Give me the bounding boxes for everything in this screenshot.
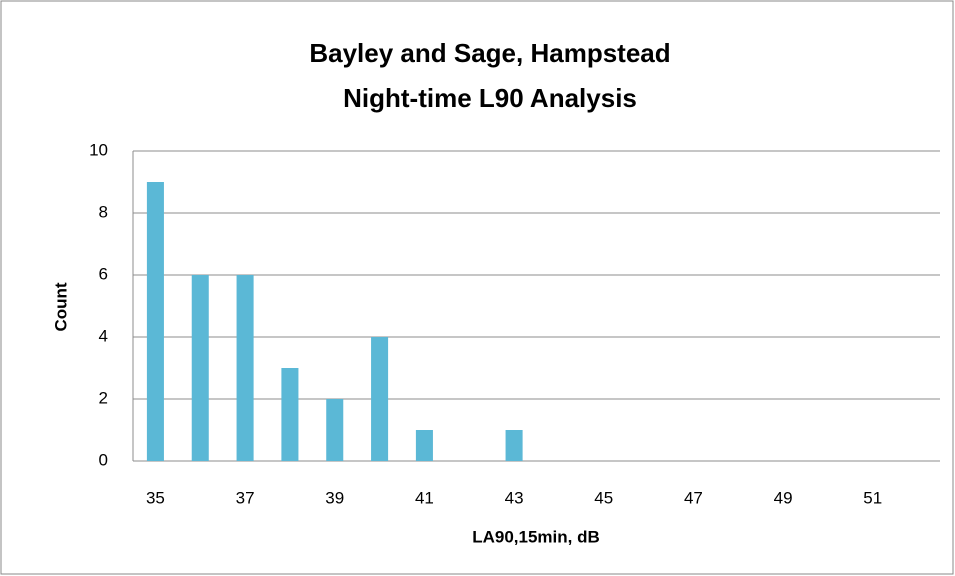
bar bbox=[326, 399, 344, 461]
bar bbox=[281, 368, 299, 461]
x-tick-label: 51 bbox=[863, 488, 882, 507]
x-axis-title: LA90,15min, dB bbox=[472, 527, 600, 546]
x-tick-label: 41 bbox=[415, 488, 434, 507]
bar bbox=[505, 430, 523, 461]
y-tick-label: 2 bbox=[99, 388, 108, 407]
bar bbox=[371, 337, 389, 461]
bar bbox=[146, 182, 164, 461]
bar bbox=[191, 275, 209, 461]
x-tick-label: 37 bbox=[236, 488, 255, 507]
chart-title: Bayley and Sage, Hampstead bbox=[309, 38, 670, 68]
y-tick-label: 8 bbox=[99, 202, 108, 221]
y-tick-label: 4 bbox=[99, 326, 108, 345]
x-tick-label: 49 bbox=[774, 488, 793, 507]
y-tick-label: 0 bbox=[99, 450, 108, 469]
x-tick-label: 39 bbox=[325, 488, 344, 507]
x-tick-label: 45 bbox=[594, 488, 613, 507]
y-tick-label: 10 bbox=[89, 140, 108, 159]
chart-title: Night-time L90 Analysis bbox=[343, 83, 637, 113]
y-axis-title: Count bbox=[51, 282, 70, 331]
y-tick-label: 6 bbox=[99, 264, 108, 283]
bar bbox=[236, 275, 254, 461]
x-tick-label: 43 bbox=[505, 488, 524, 507]
x-tick-label: 47 bbox=[684, 488, 703, 507]
bar bbox=[415, 430, 433, 461]
x-tick-label: 35 bbox=[146, 488, 165, 507]
